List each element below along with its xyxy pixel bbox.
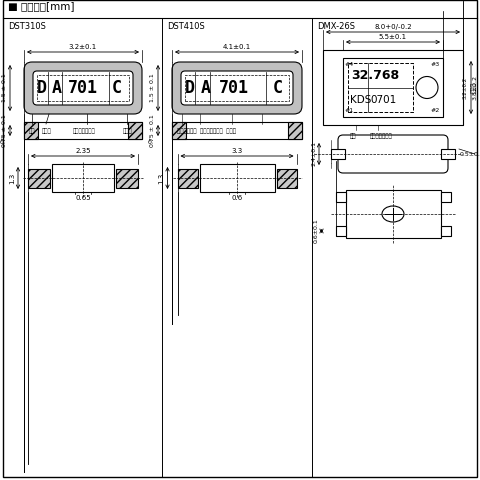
Bar <box>343 58 443 117</box>
Text: 5.5±0.1: 5.5±0.1 <box>379 34 407 40</box>
FancyBboxPatch shape <box>172 62 302 114</box>
Bar <box>336 226 346 236</box>
Text: 社名: 社名 <box>29 128 36 133</box>
Bar <box>24 122 142 139</box>
Bar <box>172 122 302 139</box>
Bar <box>336 192 346 202</box>
Text: 0: 0 <box>0 140 3 145</box>
Text: 0.6±0.1: 0.6±0.1 <box>313 218 319 243</box>
Text: 製造ロット番号: 製造ロット番号 <box>73 128 96 133</box>
Text: #2: #2 <box>431 108 440 113</box>
Text: 製造ロット番号: 製造ロット番号 <box>370 133 393 139</box>
Text: 3.2±0.1: 3.2±0.1 <box>69 44 97 50</box>
Bar <box>200 164 275 192</box>
Bar <box>276 169 297 188</box>
Text: 2.4±0.1: 2.4±0.1 <box>311 142 316 167</box>
Text: 701: 701 <box>219 79 249 97</box>
Text: 0.75 ± 0.1: 0.75 ± 0.1 <box>2 114 7 147</box>
Text: 1.3: 1.3 <box>9 172 15 184</box>
Bar <box>128 122 142 139</box>
Text: D: D <box>185 79 195 97</box>
Text: DST310S: DST310S <box>8 22 46 31</box>
Text: #1: #1 <box>345 108 354 113</box>
FancyBboxPatch shape <box>33 71 133 105</box>
Text: #3: #3 <box>431 62 440 67</box>
Text: 社名　周波数  製造ロット番号  生産地: 社名 周波数 製造ロット番号 生産地 <box>177 128 236 133</box>
Text: DST410S: DST410S <box>167 22 205 31</box>
Text: 1.3: 1.3 <box>158 172 165 184</box>
Text: A: A <box>201 79 211 97</box>
Bar <box>172 122 186 139</box>
Text: 32.768: 32.768 <box>351 69 399 82</box>
Text: 4.1±0.1: 4.1±0.1 <box>223 44 251 50</box>
Text: 0701: 0701 <box>370 95 396 105</box>
Text: 1.5 ± 0.1: 1.5 ± 0.1 <box>150 73 155 102</box>
Bar <box>348 63 413 112</box>
Text: 3.2±0.2: 3.2±0.2 <box>463 76 468 98</box>
Bar <box>116 169 138 188</box>
Text: 生産地: 生産地 <box>123 128 133 133</box>
Text: 8.0+0/-0.2: 8.0+0/-0.2 <box>374 24 412 30</box>
Text: 社名: 社名 <box>350 133 357 139</box>
FancyBboxPatch shape <box>24 62 142 114</box>
Bar <box>323 50 463 125</box>
Bar <box>28 169 50 188</box>
Text: 0.5±0.1: 0.5±0.1 <box>460 152 480 156</box>
Bar <box>441 149 455 159</box>
FancyBboxPatch shape <box>181 71 293 105</box>
Text: A: A <box>52 79 62 97</box>
Bar <box>331 149 345 159</box>
Text: 0.75 ± 0.1: 0.75 ± 0.1 <box>150 114 155 147</box>
Bar <box>441 192 451 202</box>
Text: 3.3: 3.3 <box>231 148 242 154</box>
Text: 3.8±0.2: 3.8±0.2 <box>473 75 478 100</box>
Bar <box>441 226 451 236</box>
Bar <box>24 122 38 139</box>
Text: D: D <box>37 79 47 97</box>
Text: C: C <box>112 79 122 97</box>
Text: 周波数: 周波数 <box>471 82 477 93</box>
Text: DMX-26S: DMX-26S <box>317 22 355 31</box>
Text: 0.6: 0.6 <box>231 195 242 201</box>
Text: 0: 0 <box>147 140 151 145</box>
Text: 701: 701 <box>68 79 98 97</box>
Bar <box>37 75 129 101</box>
Bar <box>346 190 441 238</box>
FancyBboxPatch shape <box>338 135 448 173</box>
Text: ■ 外形尸法[mm]: ■ 外形尸法[mm] <box>8 1 74 11</box>
Bar <box>52 164 114 192</box>
Text: 周波数: 周波数 <box>42 128 52 133</box>
Bar <box>185 75 289 101</box>
Text: C: C <box>273 79 283 97</box>
Text: #4: #4 <box>345 62 354 67</box>
Text: KDS: KDS <box>350 95 372 105</box>
Text: 0.65: 0.65 <box>75 195 91 201</box>
Text: 1.5 ± 0.1: 1.5 ± 0.1 <box>2 73 7 102</box>
Bar <box>288 122 302 139</box>
Text: 2.35: 2.35 <box>75 148 91 154</box>
Bar <box>178 169 197 188</box>
